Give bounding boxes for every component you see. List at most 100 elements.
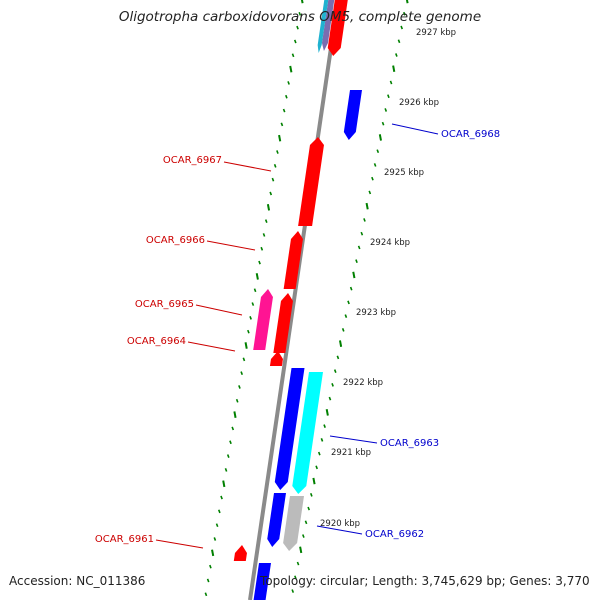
tick-mark [300, 0, 304, 4]
tick-mark [395, 53, 398, 57]
tick-mark [336, 355, 340, 360]
scale-label: 2920 kbp [320, 519, 360, 529]
tick-mark [299, 546, 303, 554]
gene-labels: OCAR_6967 OCAR_6966 OCAR_6965 OCAR_6964 … [95, 123, 500, 549]
tick-mark [331, 383, 334, 387]
gene-label: OCAR_6968 [441, 129, 500, 140]
tick-mark [258, 260, 261, 265]
tick-mark [211, 549, 215, 557]
gene-features [233, 0, 362, 600]
tick-mark [373, 163, 377, 167]
tick-mark [315, 465, 318, 470]
tick-mark [269, 191, 273, 196]
label-leader [391, 123, 439, 135]
tick-mark [304, 520, 308, 525]
scale-label: 2923 kbp [356, 308, 396, 318]
gene-arrow [274, 368, 305, 490]
accession-text: Accession: NC_011386 [9, 574, 146, 588]
gene-arrow [273, 293, 293, 353]
tick-mark [320, 438, 324, 442]
tick-mark [242, 357, 246, 362]
tick-mark [260, 246, 264, 251]
tick-mark [220, 495, 223, 500]
scale-label: 2926 kbp [399, 98, 439, 108]
label-leader [329, 435, 378, 444]
tick-mark [323, 424, 326, 428]
scale-label: 2927 kbp [416, 28, 456, 38]
gene-arrow [253, 563, 271, 600]
tick-mark [381, 121, 385, 126]
tick-mark [392, 65, 396, 73]
tick-mark [264, 219, 268, 223]
tick-mark [204, 592, 208, 597]
tick-marks [204, 0, 409, 597]
tick-mark [247, 329, 250, 334]
label-leader [316, 525, 363, 535]
tick-mark [278, 134, 282, 142]
label-leader [187, 341, 236, 352]
gene-arrow [233, 545, 247, 561]
tick-mark [291, 589, 295, 593]
tick-mark [298, 11, 302, 16]
tick-mark [287, 81, 290, 85]
tick-mark [280, 122, 284, 127]
topology-text: Topology: circular; Length: 3,745,629 bp… [260, 574, 590, 588]
tick-mark [294, 575, 297, 580]
tick-mark [285, 94, 288, 99]
tick-mark [368, 190, 372, 195]
gene-arrow [283, 231, 303, 289]
tick-mark [224, 468, 228, 472]
tick-mark [289, 65, 293, 73]
tick-mark [333, 369, 337, 373]
tick-mark [251, 302, 255, 306]
tick-mark [378, 134, 382, 141]
tick-mark [389, 80, 393, 85]
tick-mark [233, 411, 237, 418]
tick-mark [240, 371, 244, 376]
tick-mark [376, 149, 380, 154]
tick-mark [296, 25, 299, 30]
tick-mark [349, 286, 353, 291]
tick-mark [249, 316, 252, 320]
tick-mark [317, 451, 321, 456]
tick-mark [231, 426, 235, 431]
gene-arrow [298, 137, 324, 226]
tick-mark [213, 537, 217, 541]
tick-mark [226, 454, 230, 458]
tick-mark [217, 509, 221, 514]
label-leader [206, 240, 256, 251]
tick-mark [352, 271, 356, 279]
tick-mark [302, 534, 305, 538]
gene-label: OCAR_6961 [95, 534, 154, 545]
tick-mark [338, 340, 343, 347]
tick-mark [403, 11, 406, 16]
tick-mark [262, 233, 266, 237]
gene-label: OCAR_6967 [163, 155, 222, 166]
scale-label: 2924 kbp [370, 238, 410, 248]
tick-mark [405, 0, 409, 4]
tick-mark [400, 25, 404, 30]
label-leader [223, 161, 272, 172]
scale-labels: 2927 kbp 2926 kbp 2925 kbp 2924 kbp 2923… [320, 28, 456, 529]
tick-mark [360, 231, 364, 236]
scale-label: 2925 kbp [384, 168, 424, 178]
tick-mark [347, 300, 350, 305]
map-title: Oligotropha carboxidovorans OM5, complet… [118, 9, 482, 25]
label-leader [195, 304, 243, 316]
tick-mark [344, 314, 348, 318]
tick-mark [253, 288, 257, 293]
tick-mark [215, 523, 219, 528]
tick-mark [266, 203, 271, 211]
tick-mark [307, 506, 311, 511]
tick-mark [312, 477, 316, 485]
gene-arrow [283, 496, 304, 551]
tick-mark [341, 328, 345, 332]
tick-mark [238, 385, 241, 389]
tick-mark [206, 578, 210, 583]
gene-arrow [267, 493, 286, 547]
gene-label: OCAR_6965 [135, 299, 194, 310]
tick-mark [363, 218, 366, 222]
tick-mark [355, 259, 358, 264]
gene-arrow [292, 372, 323, 494]
